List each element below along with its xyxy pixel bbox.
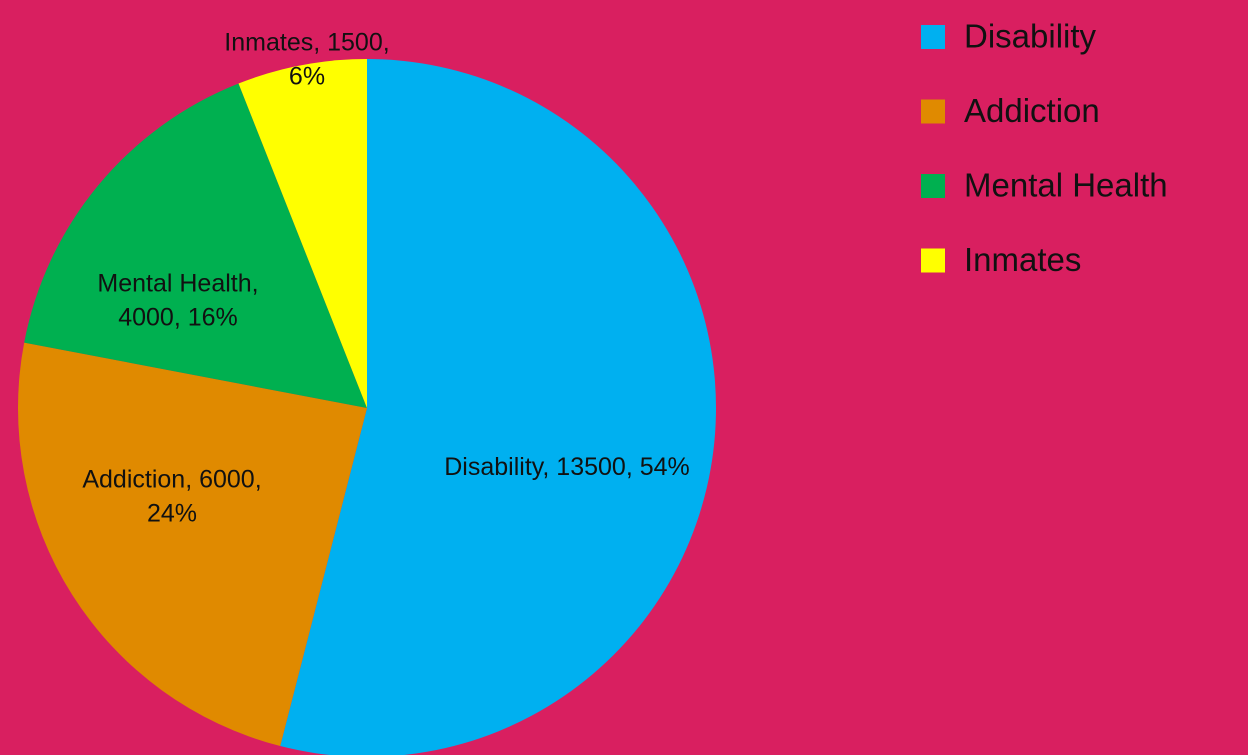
data-label: Disability, 13500, 54%: [444, 453, 690, 482]
pie-slice: [280, 59, 716, 755]
legend-label: Inmates: [964, 241, 1081, 278]
legend-swatch: [921, 25, 945, 49]
pie-slice: [238, 59, 367, 408]
legend-swatch: [921, 248, 945, 273]
data-label: Mental Health, 4000, 16%: [97, 269, 259, 331]
pie-slice: [24, 83, 367, 409]
legend-label: Addiction: [964, 92, 1100, 129]
data-label: Inmates, 1500, 6%: [224, 28, 390, 90]
legend-swatch: [921, 99, 945, 124]
legend-label: Mental Health: [964, 167, 1168, 204]
pie-slice: [17, 342, 368, 747]
legend-swatch: [921, 174, 945, 198]
data-label: Addiction, 6000, 24%: [82, 465, 262, 527]
legend-label: Disability: [964, 18, 1097, 55]
